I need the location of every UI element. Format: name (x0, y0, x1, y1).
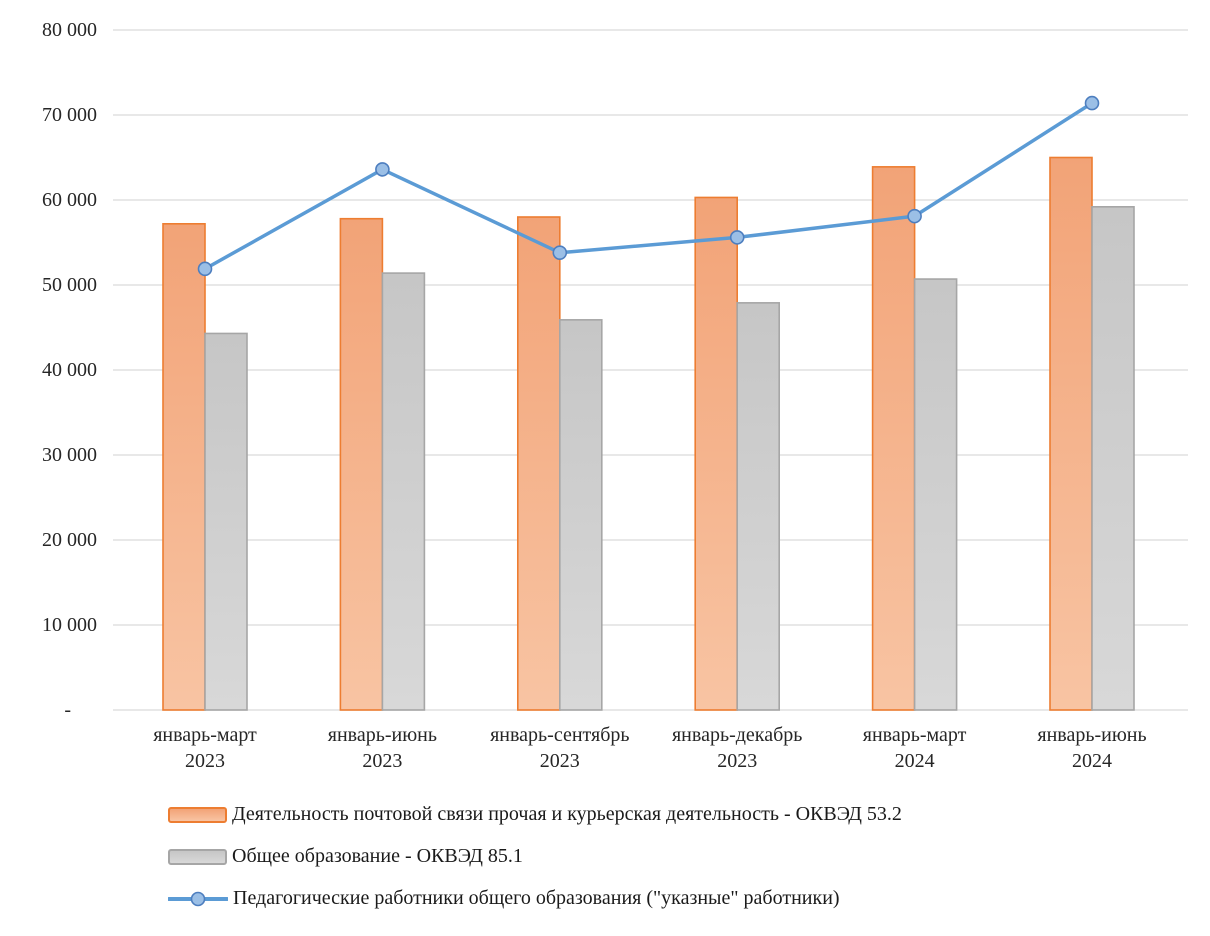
x-axis-category-label: январь-июнь 2024 (999, 722, 1185, 774)
category-period: январь-июнь (327, 724, 437, 746)
line-marker-cat-4 (907, 208, 922, 224)
line-marker-cat-3 (729, 230, 745, 245)
y-axis-tick-label: 80 000 (42, 19, 97, 41)
y-axis-tick-label: 50 000 (42, 274, 97, 296)
line-marker-swatch-icon (167, 891, 229, 906)
bar-series-0-cat-0 (162, 223, 206, 711)
plot-canvas (113, 29, 1188, 711)
x-axis-category-label: январь-июнь 2023 (289, 722, 475, 774)
category-year: 2023 (717, 750, 758, 772)
x-axis-category-label: январь-декабрь 2023 (644, 722, 830, 774)
bar-series-1-cat-0 (204, 332, 248, 711)
legend-line-marker (190, 891, 206, 906)
line-marker-cat-5 (1084, 95, 1100, 111)
bar-series-0-cat-2 (516, 216, 561, 711)
category-period: январь-сентябрь (490, 724, 630, 746)
bar-series-1-cat-1 (381, 272, 426, 711)
line-series (203, 101, 1094, 271)
category-year: 2024 (894, 750, 935, 772)
legend-item-general-education: Общее образование - ОКВЭД 85.1 (168, 843, 902, 870)
y-axis-tick-label: 70 000 (42, 104, 97, 126)
y-axis-tick-label: 30 000 (42, 444, 97, 466)
line-marker-cat-1 (375, 162, 390, 177)
category-period: январь-март (153, 724, 257, 746)
line-marker-cat-2 (552, 245, 568, 260)
bar-series-0-cat-5 (1049, 156, 1093, 711)
category-year: 2023 (185, 750, 225, 772)
category-year: 2023 (539, 750, 580, 772)
y-axis-tick-label: - (64, 699, 71, 721)
y-axis-tick-label: 40 000 (42, 359, 97, 381)
y-axis-tick-label: 20 000 (42, 529, 97, 551)
category-year: 2023 (362, 750, 403, 772)
y-axis-tick-label: 10 000 (42, 614, 97, 636)
legend-item-teachers-line: Педагогические работники общего образова… (167, 885, 902, 912)
legend-swatch-postal-bar (168, 806, 227, 823)
legend-swatch-teachers-line (167, 890, 229, 908)
bar-series-1-cat-5 (1091, 206, 1135, 711)
bar-series-0-cat-1 (339, 217, 384, 711)
bar-series-1-cat-4 (913, 278, 958, 711)
x-axis-category-label: январь-сентябрь 2023 (467, 722, 653, 774)
bar-series-1-cat-3 (736, 302, 781, 711)
bar-series-0-cat-3 (694, 196, 739, 711)
bar-series-0-cat-4 (871, 166, 916, 711)
line-marker-cat-0 (197, 261, 213, 277)
legend-label-teachers: Педагогические работники общего образова… (233, 887, 840, 909)
x-axis-category-label: январь-март 2023 (112, 722, 298, 774)
legend-swatch-education-bar (168, 848, 227, 865)
category-period: январь-июнь (1037, 724, 1147, 746)
legend-label-general-education: Общее образование - ОКВЭД 85.1 (232, 845, 523, 867)
category-period: январь-март (862, 724, 967, 746)
bar-series-1-cat-2 (558, 319, 603, 711)
y-axis-tick-label: 60 000 (42, 189, 97, 211)
category-year: 2024 (1072, 750, 1112, 772)
legend-label-postal-courier: Деятельность почтовой связи прочая и кур… (232, 803, 902, 825)
legend: Деятельность почтовой связи прочая и кур… (167, 801, 902, 912)
x-axis-category-label: январь-март 2024 (822, 722, 1008, 774)
legend-item-postal-courier: Деятельность почтовой связи прочая и кур… (168, 801, 902, 828)
category-period: январь-декабрь (671, 724, 803, 746)
